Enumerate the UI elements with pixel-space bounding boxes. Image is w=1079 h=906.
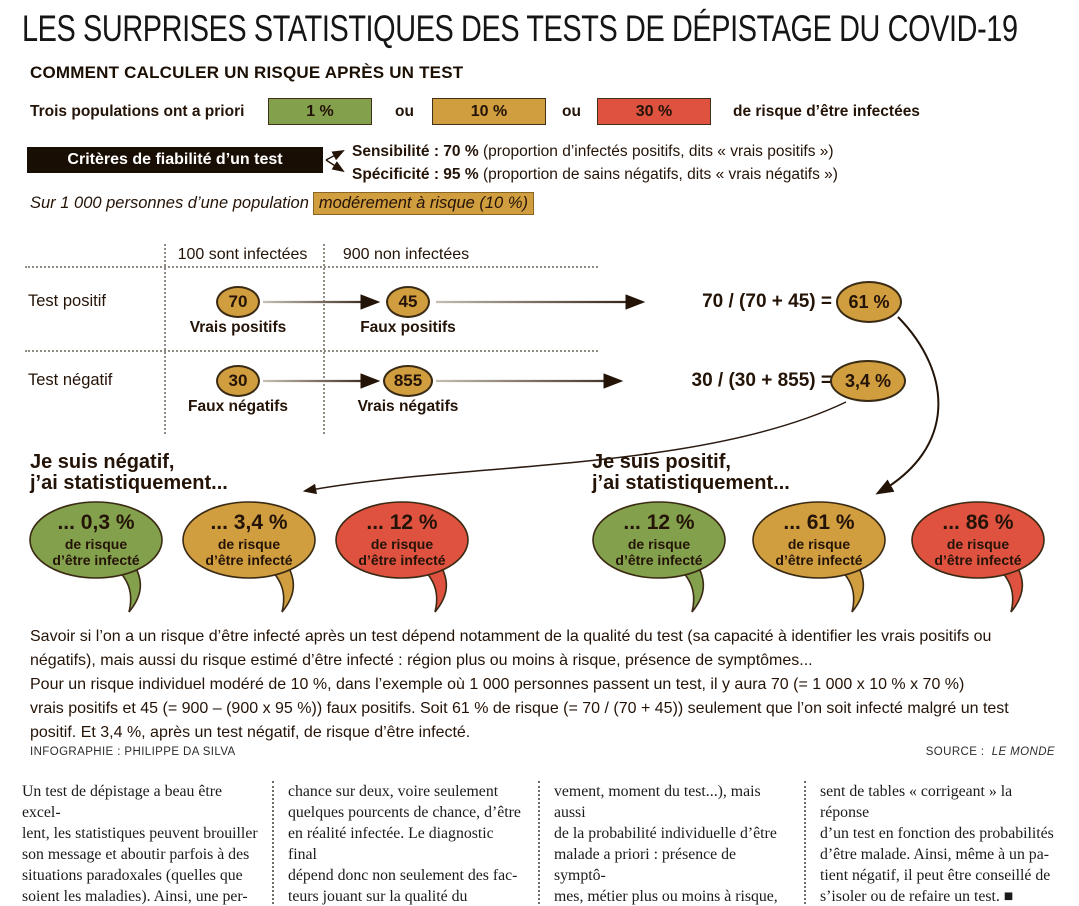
bubble-caption: de risque d’être infecté <box>775 536 863 568</box>
speech-bubble-positive-red: ... 86 % de risque d’être infecté <box>910 500 1046 614</box>
ou-separator-1: ou <box>395 103 414 120</box>
scenario-prefix: Sur 1 000 personnes d’une population <box>30 194 309 212</box>
header-not-infected: 900 non infectées <box>342 246 470 263</box>
count-oval-false-positives: 45 <box>386 286 430 318</box>
header-infected: 100 sont infectées <box>177 246 308 263</box>
article-column-4: sent de tables « corrigeant » la réponse… <box>820 781 1057 906</box>
caption-true-positives: Vrais positifs <box>189 319 287 336</box>
source-label: SOURCE : <box>925 746 985 758</box>
result-oval-3-4: 3,4 % <box>830 360 906 402</box>
formula-negative: 30 / (30 + 855) = <box>691 370 833 391</box>
source-value: LE MONDE <box>991 746 1055 758</box>
sensitivity-value: Sensibilité : 70 % <box>352 143 483 160</box>
negative-heading: Je suis négatif, j’ai statistiquement... <box>30 451 228 494</box>
section-heading: COMMENT CALCULER UN RISQUE APRÈS UN TEST <box>30 63 464 82</box>
count-oval-false-negatives: 30 <box>216 365 260 397</box>
credit-source: SOURCE : LE MONDE <box>926 746 1055 758</box>
ou-separator-2: ou <box>562 103 581 120</box>
count-oval-true-positives: 70 <box>216 286 260 318</box>
row-label-test-positif: Test positif <box>28 292 106 310</box>
row-divider-top <box>25 266 598 268</box>
specificity-line: Spécificité : 95 % (proportion de sains … <box>352 166 838 184</box>
risk-box-gold: 10 % <box>432 98 546 125</box>
speech-bubble-icon <box>752 501 886 613</box>
specificity-value: Spécificité : 95 % <box>352 166 483 183</box>
speech-bubble-negative-red: ... 12 % de risque d’être infecté <box>334 500 470 614</box>
bubble-caption: de risque d’être infecté <box>52 536 140 568</box>
bubble-caption: de risque d’être infecté <box>934 536 1022 568</box>
branch-arrow-icon <box>325 150 345 161</box>
speech-bubble-icon <box>182 501 316 613</box>
formula-positive: 70 / (70 + 45) = <box>702 291 832 312</box>
caption-false-positives: Faux positifs <box>360 319 456 336</box>
result-oval-61: 61 % <box>836 281 902 323</box>
article-column-4-text: sent de tables « corrigeant » la réponse… <box>820 783 1054 905</box>
speech-bubble-positive-green: ... 12 % de risque d’être infecté <box>591 500 727 614</box>
bubble-value: ... 61 % <box>783 511 855 534</box>
row-label-test-negatif: Test négatif <box>28 371 113 389</box>
count-oval-true-negatives: 855 <box>383 365 433 397</box>
bubble-caption: de risque d’être infecté <box>205 536 293 568</box>
risk-box-green: 1 % <box>268 98 372 125</box>
speech-bubble-icon <box>29 501 163 613</box>
row-divider-middle <box>25 350 598 352</box>
sensitivity-note: (proportion d’infectés positifs, dits « … <box>482 143 834 160</box>
speech-bubble-icon <box>592 501 726 613</box>
positive-heading: Je suis positif, j’ai statistiquement... <box>592 451 790 494</box>
bubble-value: ... 12 % <box>623 511 695 534</box>
populations-prefix: Trois populations ont a priori <box>30 103 245 120</box>
credit-infography: INFOGRAPHIE : PHILIPPE DA SILVA <box>30 746 236 758</box>
criteria-box: Critères de fiabilité d’un test <box>27 147 323 173</box>
speech-bubble-icon <box>911 501 1045 613</box>
article: Un test de dépistage a beau être excel- … <box>22 781 1057 906</box>
caption-true-negatives: Vrais négatifs <box>357 398 459 415</box>
column-divider-1 <box>164 244 166 434</box>
speech-bubble-positive-gold: ... 61 % de risque d’être infecté <box>751 500 887 614</box>
scenario-line: Sur 1 000 personnes d’une population modé… <box>30 192 534 215</box>
caption-false-negatives: Faux négatifs <box>188 398 288 415</box>
bubble-value: ... 0,3 % <box>57 511 135 534</box>
speech-bubble-negative-green: ... 0,3 % de risque d’être infecté <box>28 500 164 614</box>
bubble-caption: de risque d’être infecté <box>615 536 703 568</box>
specificity-note: (proportion de sains négatifs, dits « vr… <box>482 166 838 183</box>
scenario-highlight: modérement à risque (10 %) <box>312 192 534 215</box>
sensitivity-line: Sensibilité : 70 % (proportion d’infecté… <box>352 143 834 161</box>
bubble-value: ... 3,4 % <box>210 511 288 534</box>
curve-arrow-to-positive-icon <box>875 316 940 495</box>
credits-row: INFOGRAPHIE : PHILIPPE DA SILVA SOURCE :… <box>30 746 1055 758</box>
summary-paragraph-1: Savoir si l’on a un risque d’être infect… <box>30 628 992 669</box>
article-column-2: chance sur deux, voire seulement quelque… <box>288 781 540 906</box>
bubble-value: ... 12 % <box>366 511 438 534</box>
bubble-value: ... 86 % <box>942 511 1014 534</box>
article-column-1: Un test de dépistage a beau être excel- … <box>22 781 274 906</box>
speech-bubble-icon <box>335 501 469 613</box>
summary-paragraph-2: Pour un risque individuel modéré de 10 %… <box>30 676 1009 741</box>
risk-box-red: 30 % <box>597 98 711 125</box>
branch-arrow-icon <box>325 159 345 173</box>
populations-suffix: de risque d’être infectées <box>733 103 920 120</box>
page-title: LES SURPRISES STATISTIQUES DES TESTS DE … <box>22 8 1018 49</box>
bubble-caption: de risque d’être infecté <box>358 536 446 568</box>
speech-bubble-negative-gold: ... 3,4 % de risque d’être infecté <box>181 500 317 614</box>
article-column-3: vement, moment du test...), mais aussi d… <box>554 781 806 906</box>
column-divider-2 <box>323 244 325 434</box>
